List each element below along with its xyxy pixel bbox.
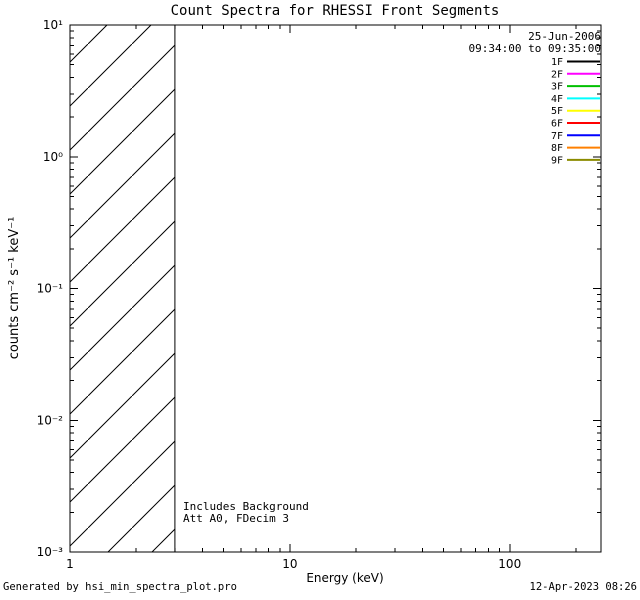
observation-date-label: 25-Jun-2006 bbox=[528, 30, 601, 43]
y-tick-label: 10⁻¹ bbox=[37, 282, 64, 296]
footer-generated-by: Generated by hsi_min_spectra_plot.pro bbox=[3, 581, 237, 593]
y-tick-label: 10⁻² bbox=[37, 413, 64, 427]
y-tick-label: 10¹ bbox=[43, 18, 63, 32]
y-axis-label: counts cm⁻² s⁻¹ keV⁻¹ bbox=[7, 217, 22, 360]
y-tick-label: 10⁻³ bbox=[37, 545, 64, 559]
x-axis-label: Energy (keV) bbox=[306, 571, 383, 585]
legend-label-8F: 8F bbox=[551, 143, 563, 154]
footer-timestamp: 12-Apr-2023 08:26 bbox=[530, 581, 637, 593]
legend-label-3F: 3F bbox=[551, 82, 563, 93]
legend-label-2F: 2F bbox=[551, 69, 563, 80]
annotation-includes-background: Includes Background bbox=[183, 500, 309, 513]
legend-label-4F: 4F bbox=[551, 94, 563, 105]
legend-label-6F: 6F bbox=[551, 119, 563, 130]
hatched-region bbox=[70, 25, 176, 552]
axis-tick-labels: 1 10 100 10¹ 10⁰ 10⁻¹ 10⁻² 10⁻³ bbox=[37, 18, 522, 571]
x-tick-label: 10 bbox=[282, 557, 297, 571]
y-tick-label: 10⁰ bbox=[43, 150, 63, 164]
x-tick-label: 1 bbox=[66, 557, 74, 571]
hatched-region-fill bbox=[70, 25, 175, 552]
legend-label-5F: 5F bbox=[551, 106, 563, 117]
legend-label-9F: 9F bbox=[551, 155, 563, 166]
x-tick-label: 100 bbox=[498, 557, 521, 571]
axis-ticks bbox=[69, 24, 601, 553]
legend-label-7F: 7F bbox=[551, 131, 563, 142]
annotation-attenuator-state: Att A0, FDecim 3 bbox=[183, 512, 289, 525]
observation-time-range-label: 09:34:00 to 09:35:00 bbox=[469, 42, 601, 55]
chart-title: Count Spectra for RHESSI Front Segments bbox=[171, 3, 500, 19]
legend-label-1F: 1F bbox=[551, 57, 563, 68]
